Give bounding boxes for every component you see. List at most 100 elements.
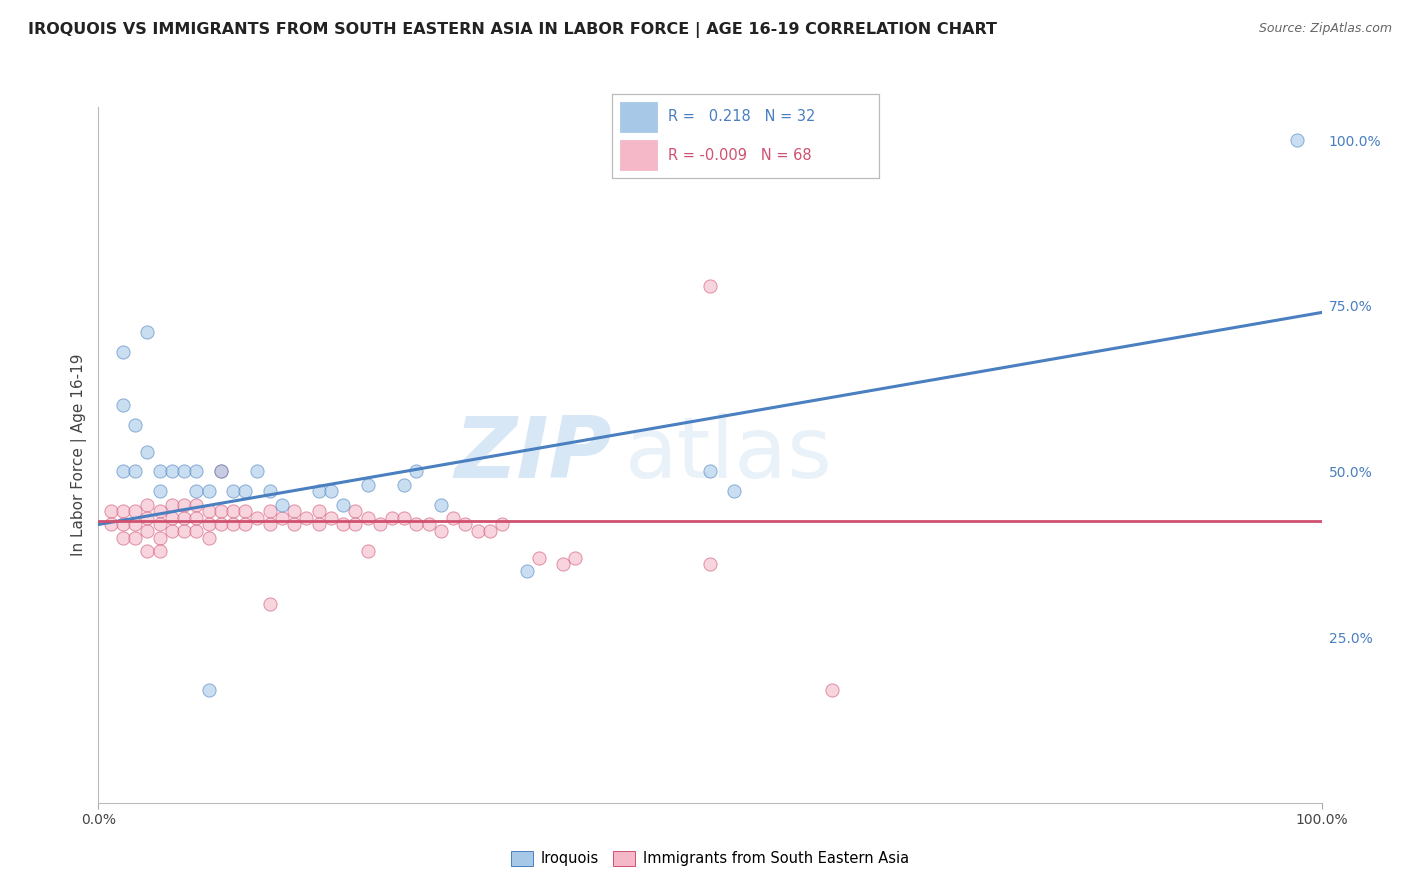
Point [259, 484, 281, 499]
Point [344, 504, 367, 518]
Point [124, 517, 146, 532]
Point [246, 465, 269, 479]
Point [308, 484, 330, 499]
Point [173, 465, 195, 479]
Point [246, 511, 269, 525]
Point [564, 550, 586, 565]
Point [332, 517, 354, 532]
Point [160, 524, 183, 538]
Point [418, 517, 440, 532]
Point [124, 418, 146, 433]
Point [209, 465, 232, 479]
Point [111, 345, 134, 359]
Point [149, 544, 172, 558]
Point [186, 511, 208, 525]
Point [233, 517, 256, 532]
Point [222, 517, 245, 532]
Point [553, 558, 575, 572]
Point [136, 524, 159, 538]
Point [270, 498, 294, 512]
Text: Source: ZipAtlas.com: Source: ZipAtlas.com [1258, 22, 1392, 36]
Point [270, 511, 294, 525]
Point [173, 524, 195, 538]
Point [699, 558, 721, 572]
Point [405, 517, 427, 532]
Point [111, 504, 134, 518]
Point [149, 465, 172, 479]
Point [173, 498, 195, 512]
Point [173, 511, 195, 525]
Point [467, 524, 489, 538]
Point [111, 531, 134, 545]
Point [319, 484, 342, 499]
Point [441, 511, 464, 525]
Point [222, 504, 245, 518]
Y-axis label: In Labor Force | Age 16-19: In Labor Force | Age 16-19 [72, 353, 87, 557]
Point [723, 484, 745, 499]
Point [160, 498, 183, 512]
Point [491, 517, 513, 532]
Point [209, 517, 232, 532]
Point [124, 465, 146, 479]
Point [259, 504, 281, 518]
Point [186, 524, 208, 538]
Point [259, 517, 281, 532]
Point [186, 484, 208, 499]
Point [149, 504, 172, 518]
Point [124, 531, 146, 545]
Point [527, 550, 550, 565]
Point [111, 517, 134, 532]
Point [186, 498, 208, 512]
Text: R =   0.218   N = 32: R = 0.218 N = 32 [668, 110, 815, 125]
Point [111, 398, 134, 412]
Bar [620, 140, 657, 169]
Point [233, 504, 256, 518]
Point [100, 517, 122, 532]
Point [136, 511, 159, 525]
Point [197, 517, 219, 532]
Point [100, 504, 122, 518]
Point [821, 683, 844, 698]
Point [197, 484, 219, 499]
Point [308, 504, 330, 518]
Point [699, 465, 721, 479]
Point [344, 517, 367, 532]
Point [209, 465, 232, 479]
Point [356, 477, 378, 491]
Point [186, 465, 208, 479]
Point [381, 511, 404, 525]
Point [197, 504, 219, 518]
Text: R = -0.009   N = 68: R = -0.009 N = 68 [668, 147, 811, 162]
Point [111, 465, 134, 479]
Point [454, 517, 477, 532]
Point [149, 531, 172, 545]
Point [149, 517, 172, 532]
Point [699, 279, 721, 293]
Text: ZIP: ZIP [454, 413, 612, 497]
Point [368, 517, 391, 532]
Point [392, 511, 416, 525]
Point [405, 465, 427, 479]
Point [283, 517, 305, 532]
Point [430, 498, 453, 512]
Point [160, 511, 183, 525]
Point [478, 524, 501, 538]
Text: atlas: atlas [624, 413, 832, 497]
Point [430, 524, 453, 538]
Point [136, 544, 159, 558]
Point [160, 465, 183, 479]
Point [308, 517, 330, 532]
Point [136, 498, 159, 512]
Point [392, 477, 416, 491]
Text: IROQUOIS VS IMMIGRANTS FROM SOUTH EASTERN ASIA IN LABOR FORCE | AGE 16-19 CORREL: IROQUOIS VS IMMIGRANTS FROM SOUTH EASTER… [28, 22, 997, 38]
Point [136, 326, 159, 340]
Point [233, 484, 256, 499]
Point [515, 564, 537, 578]
Point [356, 544, 378, 558]
Legend: Iroquois, Immigrants from South Eastern Asia: Iroquois, Immigrants from South Eastern … [506, 845, 914, 872]
Point [136, 444, 159, 458]
Point [1286, 133, 1309, 147]
Point [197, 683, 219, 698]
Point [149, 484, 172, 499]
Point [124, 504, 146, 518]
